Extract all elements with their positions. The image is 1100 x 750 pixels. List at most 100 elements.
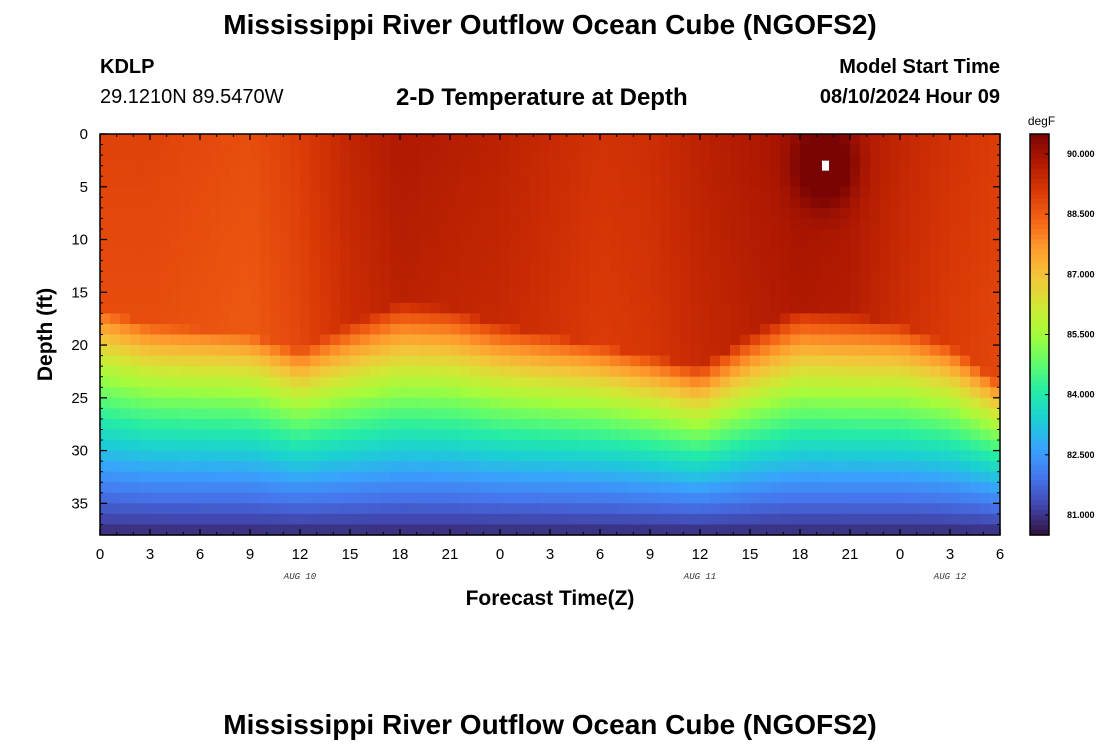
- heatmap-cell: [250, 144, 261, 156]
- heatmap-cell: [360, 513, 371, 526]
- heatmap-cell: [370, 165, 381, 177]
- heatmap-cell: [360, 376, 371, 388]
- heatmap-cell: [320, 345, 331, 357]
- heatmap-cell: [580, 292, 591, 304]
- heatmap-cell: [840, 207, 851, 220]
- heatmap-cell: [250, 207, 261, 220]
- colorbar-step: [1030, 234, 1049, 240]
- heatmap-cell: [280, 345, 291, 357]
- heatmap-cell: [890, 503, 901, 515]
- heatmap-cell: [530, 218, 541, 230]
- heatmap-cell: [290, 313, 301, 325]
- heatmap-cell: [180, 176, 191, 188]
- heatmap-cell: [110, 492, 121, 504]
- heatmap-cell: [990, 250, 1001, 262]
- heatmap-cell: [620, 176, 631, 188]
- heatmap-cell: [840, 281, 851, 293]
- heatmap-cell: [720, 524, 731, 536]
- heatmap-cell: [570, 461, 581, 473]
- heatmap-cell: [170, 503, 181, 515]
- heatmap-cell: [240, 302, 251, 314]
- heatmap-cell: [660, 429, 671, 441]
- heatmap-cell: [830, 482, 841, 494]
- heatmap-cell: [860, 418, 871, 431]
- heatmap-cell: [700, 461, 711, 473]
- heatmap-cell: [240, 228, 251, 241]
- heatmap-cell: [210, 471, 221, 483]
- heatmap-cell: [950, 440, 961, 452]
- heatmap-cell: [850, 376, 861, 388]
- heatmap-cell: [380, 218, 391, 230]
- heatmap-cell: [550, 524, 561, 536]
- heatmap-cell: [940, 492, 951, 504]
- heatmap-cell: [560, 228, 571, 241]
- heatmap-cell: [810, 250, 821, 262]
- heatmap-cell: [540, 144, 551, 156]
- heatmap-cell: [900, 134, 911, 146]
- heatmap-cell: [980, 418, 991, 431]
- heatmap-cell: [340, 228, 351, 241]
- heatmap-cell: [750, 334, 761, 346]
- heatmap-cell: [290, 260, 301, 272]
- heatmap-cell: [810, 207, 821, 220]
- heatmap-cell: [180, 292, 191, 304]
- heatmap-cell: [340, 334, 351, 346]
- heatmap-cell: [170, 155, 181, 167]
- heatmap-cell: [460, 471, 471, 483]
- heatmap-cell: [400, 165, 411, 177]
- heatmap-cell: [220, 408, 231, 420]
- heatmap-cell: [860, 376, 871, 388]
- heatmap-cell: [770, 271, 781, 283]
- heatmap-cell: [390, 165, 401, 177]
- heatmap-cell: [840, 134, 851, 146]
- heatmap-cell: [460, 376, 471, 388]
- heatmap-cell: [690, 482, 701, 494]
- heatmap-cell: [840, 228, 851, 241]
- heatmap-cell: [240, 376, 251, 388]
- heatmap-cell: [960, 397, 971, 409]
- heatmap-cell: [970, 165, 981, 177]
- heatmap-cell: [200, 471, 211, 483]
- heatmap-cell: [380, 313, 391, 325]
- heatmap-cell: [730, 292, 741, 304]
- heatmap-cell: [520, 440, 531, 452]
- hotspot-marker: [822, 160, 829, 171]
- heatmap-cell: [680, 165, 691, 177]
- heatmap-cell: [100, 408, 111, 420]
- heatmap-cell: [720, 471, 731, 483]
- heatmap-cell: [530, 408, 541, 420]
- heatmap-cell: [750, 471, 761, 483]
- heatmap-cell: [260, 313, 271, 325]
- heatmap-cell: [950, 408, 961, 420]
- heatmap-cell: [440, 503, 451, 515]
- heatmap-cell: [960, 429, 971, 441]
- heatmap-cell: [900, 461, 911, 473]
- heatmap-cell: [420, 281, 431, 293]
- heatmap-cell: [490, 387, 501, 399]
- heatmap-cell: [930, 397, 941, 409]
- heatmap-cell: [120, 323, 131, 336]
- heatmap-cell: [790, 186, 801, 198]
- heatmap-cell: [320, 387, 331, 399]
- heatmap-cell: [610, 155, 621, 167]
- heatmap-cell: [980, 524, 991, 536]
- heatmap-cell: [230, 207, 241, 220]
- heatmap-cell: [710, 165, 721, 177]
- heatmap-cell: [530, 524, 541, 536]
- heatmap-cell: [430, 144, 441, 156]
- heatmap-cell: [560, 155, 571, 167]
- heatmap-cell: [490, 408, 501, 420]
- heatmap-cell: [870, 513, 881, 526]
- heatmap-cell: [850, 492, 861, 504]
- heatmap-cell: [220, 197, 231, 209]
- heatmap-cell: [730, 197, 741, 209]
- heatmap-cell: [850, 387, 861, 399]
- heatmap-cell: [970, 155, 981, 167]
- heatmap-cell: [160, 271, 171, 283]
- heatmap-cell: [930, 250, 941, 262]
- heatmap-cell: [450, 450, 461, 462]
- heatmap-cell: [350, 355, 361, 367]
- heatmap-cell: [230, 408, 241, 420]
- heatmap-cell: [500, 197, 511, 209]
- colorbar-step: [1030, 229, 1049, 235]
